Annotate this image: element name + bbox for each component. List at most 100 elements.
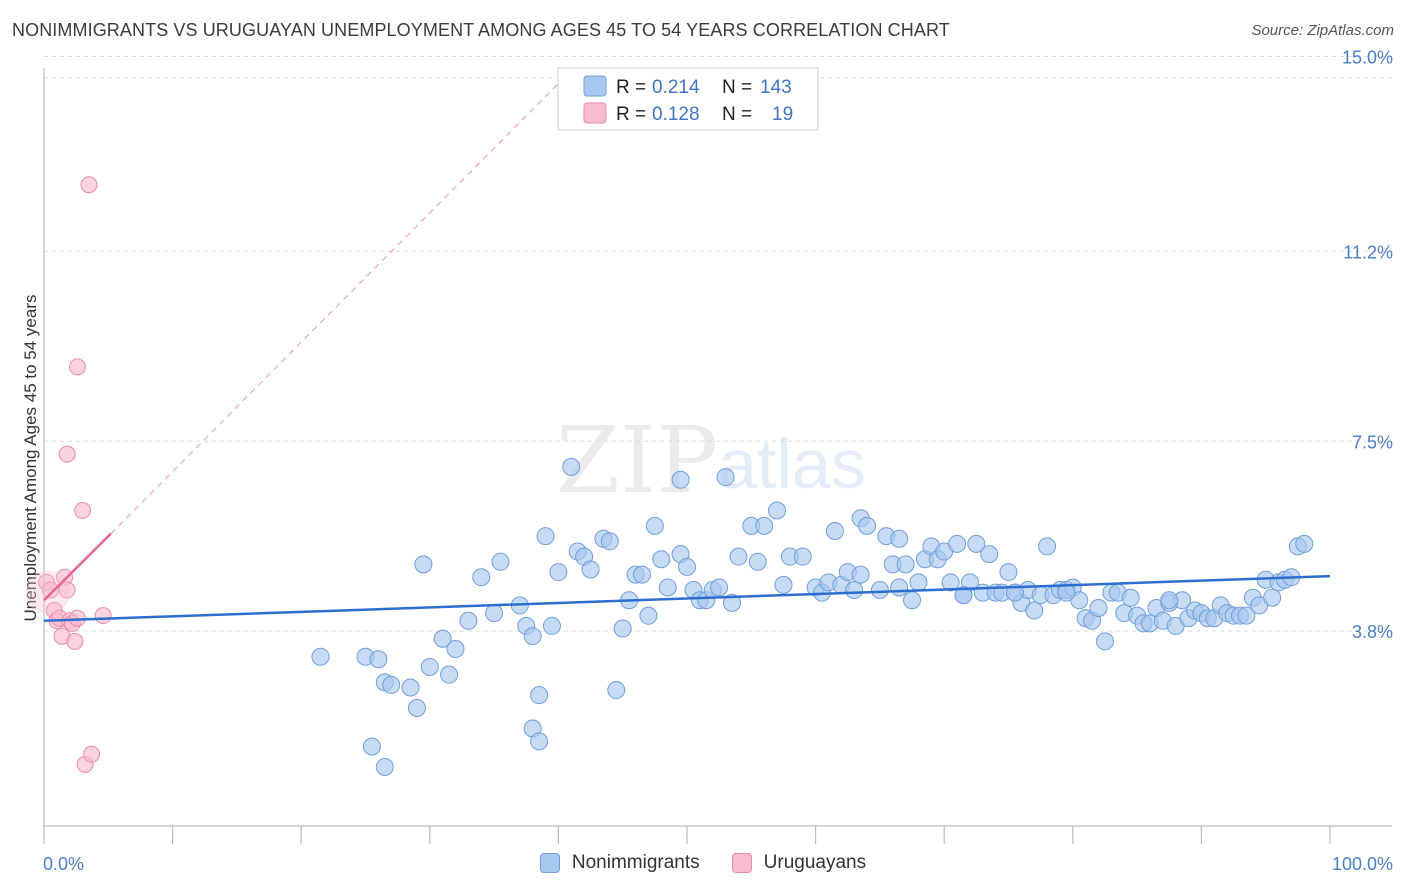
trend-lines <box>43 76 1331 623</box>
nonimmigrants-point <box>440 665 459 684</box>
nonimmigrants-point <box>459 611 478 630</box>
nonimmigrants-trend-line <box>43 574 1331 623</box>
nonimmigrants-point <box>311 647 330 666</box>
nonimmigrants-point <box>530 686 549 705</box>
uruguayans-point <box>74 502 92 520</box>
watermark-zip: ZIP <box>556 407 718 514</box>
nonimmigrants-point <box>710 578 729 597</box>
nonimmigrants-point <box>941 573 960 592</box>
nonimmigrants-point <box>536 527 555 546</box>
nonimmigrants-point <box>369 650 388 669</box>
nonimmigrants-point <box>491 552 510 571</box>
nonimmigrants-point <box>433 629 452 648</box>
nonimmigrants-point <box>652 550 671 569</box>
nonimmigrants-point <box>542 616 561 635</box>
uruguayans-point <box>66 632 84 650</box>
legend-r-label-1: R = <box>616 77 646 98</box>
nonimmigrants-point <box>755 516 774 535</box>
uruguayans-point <box>58 581 76 599</box>
gridlines <box>44 56 1392 632</box>
legend-n-label-2: N = <box>722 104 752 125</box>
bottom-legend-label: Uruguayans <box>763 852 867 873</box>
nonimmigrants-point <box>549 563 568 582</box>
bottom-legend-item-uruguayans: Uruguayans <box>731 852 867 874</box>
nonimmigrants-point <box>530 732 549 751</box>
nonimmigrants-point <box>890 529 909 548</box>
nonimmigrants-point <box>896 555 915 574</box>
nonimmigrants-point <box>407 699 426 718</box>
nonimmigrants-points <box>311 457 1314 777</box>
nonimmigrants-point <box>671 470 690 489</box>
nonimmigrants-point <box>1038 537 1057 556</box>
nonimmigrants-point <box>523 627 542 646</box>
x-tick-label: 100.0% <box>1332 854 1393 874</box>
nonimmigrants-point <box>954 586 973 605</box>
bottom-legend: Nonimmigrants Uruguayans <box>0 852 1406 874</box>
legend-swatch-uruguayans <box>583 102 607 124</box>
axes <box>43 68 1392 844</box>
nonimmigrants-point <box>948 534 967 553</box>
nonimmigrants-point <box>382 675 401 694</box>
nonimmigrants-point <box>999 563 1018 582</box>
legend-n-label-1: N = <box>722 77 752 98</box>
nonimmigrants-point <box>607 681 626 700</box>
nonimmigrants-point <box>845 581 864 600</box>
nonimmigrants-point <box>851 565 870 584</box>
nonimmigrants-point <box>362 737 381 756</box>
nonimmigrants-point <box>485 604 504 623</box>
legend-r-label-2: R = <box>616 104 646 125</box>
uruguayans-point <box>83 745 101 763</box>
legend-n-value-2: 19 <box>772 104 793 125</box>
uruguayans-cluster <box>25 570 70 615</box>
bottom-legend-item-nonimmigrants: Nonimmigrants <box>539 852 700 874</box>
nonimmigrants-point <box>1160 591 1179 610</box>
source-credit: Source: ZipAtlas.com <box>1251 22 1394 39</box>
nonimmigrants-point <box>678 557 696 576</box>
uruguayans-point <box>58 445 76 463</box>
nonimmigrants-point <box>716 468 735 487</box>
nonimmigrants-point <box>858 516 877 535</box>
nonimmigrants-point <box>890 578 909 597</box>
nonimmigrants-point <box>632 565 651 584</box>
nonimmigrants-point <box>1095 632 1114 651</box>
legend-n-value-1: 143 <box>760 77 792 98</box>
nonimmigrants-point <box>825 522 844 541</box>
uruguayans-point <box>80 176 98 194</box>
legend-r-value-2: 0.128 <box>652 104 700 125</box>
nonimmigrants-point <box>729 547 748 566</box>
y-tick-label: 7.5% <box>1352 432 1393 452</box>
x-tick-labels: 0.0% 100.0% <box>43 854 1393 874</box>
nonimmigrants-point <box>1295 534 1314 553</box>
chart-title: NONIMMIGRANTS VS URUGUAYAN UNEMPLOYMENT … <box>12 20 950 40</box>
uruguayans-point <box>41 581 59 599</box>
uruguayans-point <box>68 358 86 376</box>
nonimmigrants-point <box>870 581 889 600</box>
uruguayans-trend-extension <box>110 76 566 535</box>
nonimmigrants-swatch <box>539 853 560 873</box>
uruguayans-swatch <box>731 853 752 873</box>
x-tick-label: 0.0% <box>43 854 84 874</box>
nonimmigrants-point <box>420 657 439 676</box>
y-axis-label: Unemployment Among Ages 45 to 54 years <box>21 295 40 622</box>
legend-swatch-nonimmigrants <box>583 75 607 97</box>
y-tick-labels: 3.8% 7.5% 11.2% 15.0% <box>1342 48 1393 643</box>
y-tick-label: 15.0% <box>1342 48 1393 68</box>
nonimmigrants-point <box>645 516 664 535</box>
nonimmigrants-point <box>562 457 581 476</box>
nonimmigrants-point <box>600 532 619 551</box>
nonimmigrants-point <box>1025 601 1044 620</box>
nonimmigrants-point <box>768 501 787 520</box>
nonimmigrants-point <box>613 619 632 638</box>
nonimmigrants-point <box>903 591 922 610</box>
uruguayans-trend-line <box>43 532 112 602</box>
y-tick-label: 11.2% <box>1343 242 1393 262</box>
bottom-legend-label: Nonimmigrants <box>571 852 700 873</box>
nonimmigrants-point <box>909 573 928 592</box>
watermark: ZIP atlas <box>556 407 866 514</box>
nonimmigrants-point <box>401 678 420 697</box>
nonimmigrants-point <box>472 568 491 587</box>
uruguayans-points <box>25 176 112 773</box>
legend-box: R = 0.214 N = 143 R = 0.128 N = 19 <box>557 67 819 131</box>
watermark-atlas: atlas <box>718 425 866 503</box>
